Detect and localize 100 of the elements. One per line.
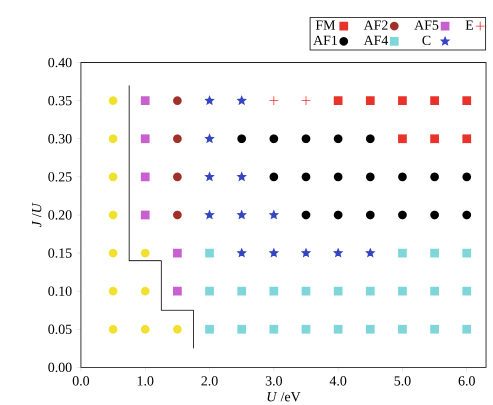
point (173, 248, 182, 258)
point (462, 134, 472, 144)
point (108, 172, 118, 182)
x-tick-label: 0.0 (72, 376, 90, 386)
x-axis-title: U /eV (268, 392, 301, 402)
point (204, 134, 214, 143)
y-tick-label: 0.40 (48, 58, 72, 68)
y-axis-title: J /U (32, 202, 42, 228)
point (173, 210, 182, 220)
point (302, 324, 310, 334)
point (398, 210, 407, 220)
point (398, 324, 407, 334)
point (462, 210, 472, 220)
y-tick-label: 0.00 (48, 362, 72, 372)
point (333, 248, 343, 258)
point (269, 286, 278, 296)
point (430, 248, 439, 258)
point (140, 172, 150, 182)
point (366, 248, 375, 258)
point (334, 210, 343, 220)
point (140, 134, 150, 144)
point (108, 96, 118, 105)
point (430, 286, 439, 296)
point (301, 248, 311, 258)
point (398, 96, 407, 105)
y-tick-label: 0.10 (48, 286, 72, 296)
point (430, 172, 439, 182)
point (462, 172, 472, 182)
point (108, 286, 118, 296)
point (334, 172, 343, 182)
point (237, 324, 246, 334)
point (430, 96, 439, 105)
legend-label: AF4 (364, 36, 388, 45)
point (366, 96, 375, 105)
point (462, 96, 472, 105)
x-tick-label: 4.0 (330, 376, 346, 386)
point (366, 286, 375, 296)
point (302, 134, 310, 144)
y-tick-label: 0.05 (48, 324, 72, 334)
y-tick-label: 0.30 (48, 134, 72, 144)
point (173, 134, 182, 144)
point (237, 248, 246, 258)
point (334, 324, 343, 334)
point (302, 286, 310, 296)
legend-label: AF2 (364, 20, 388, 30)
legend-label: FM (316, 20, 336, 30)
point (205, 248, 214, 258)
point (302, 210, 310, 220)
x-tick-label: 1.0 (138, 376, 154, 386)
y-tick-label: 0.25 (48, 172, 72, 182)
point (268, 96, 279, 106)
point (140, 210, 150, 220)
legend-label: AF5 (414, 20, 438, 30)
x-tick-label: 3.0 (266, 376, 282, 386)
y-tick-label: 0.20 (48, 210, 72, 220)
point (366, 324, 375, 334)
point (366, 210, 375, 220)
point (430, 324, 439, 334)
point (462, 286, 472, 296)
y-tick-label: 0.35 (48, 96, 72, 106)
point (173, 96, 182, 105)
point (398, 172, 407, 182)
point (334, 134, 343, 144)
point (237, 96, 246, 105)
point (204, 96, 214, 105)
point (108, 210, 118, 220)
point (237, 134, 246, 144)
point (237, 286, 246, 296)
point (430, 210, 439, 220)
x-tick-label: 2.0 (201, 376, 218, 386)
point (140, 286, 150, 296)
point (269, 248, 278, 258)
legend-label: C (422, 36, 430, 45)
point (398, 286, 407, 296)
point (108, 248, 118, 258)
point (204, 172, 214, 181)
legend-label: E (466, 20, 474, 30)
point (334, 286, 343, 296)
point (269, 324, 278, 334)
point (462, 324, 472, 334)
point (398, 134, 407, 144)
x-tick-label: 5.0 (394, 376, 411, 386)
point (269, 210, 278, 219)
point (205, 286, 214, 296)
point (108, 134, 118, 144)
point (334, 96, 343, 105)
point (366, 134, 375, 144)
point (140, 324, 150, 334)
point (430, 134, 439, 144)
point (108, 324, 118, 334)
point (269, 172, 278, 182)
point (140, 96, 150, 105)
point (462, 248, 472, 258)
point (140, 248, 150, 258)
point (302, 172, 310, 182)
point (173, 324, 182, 334)
point (398, 248, 407, 258)
y-tick-label: 0.15 (48, 248, 72, 258)
point (173, 286, 182, 296)
point (366, 172, 375, 182)
